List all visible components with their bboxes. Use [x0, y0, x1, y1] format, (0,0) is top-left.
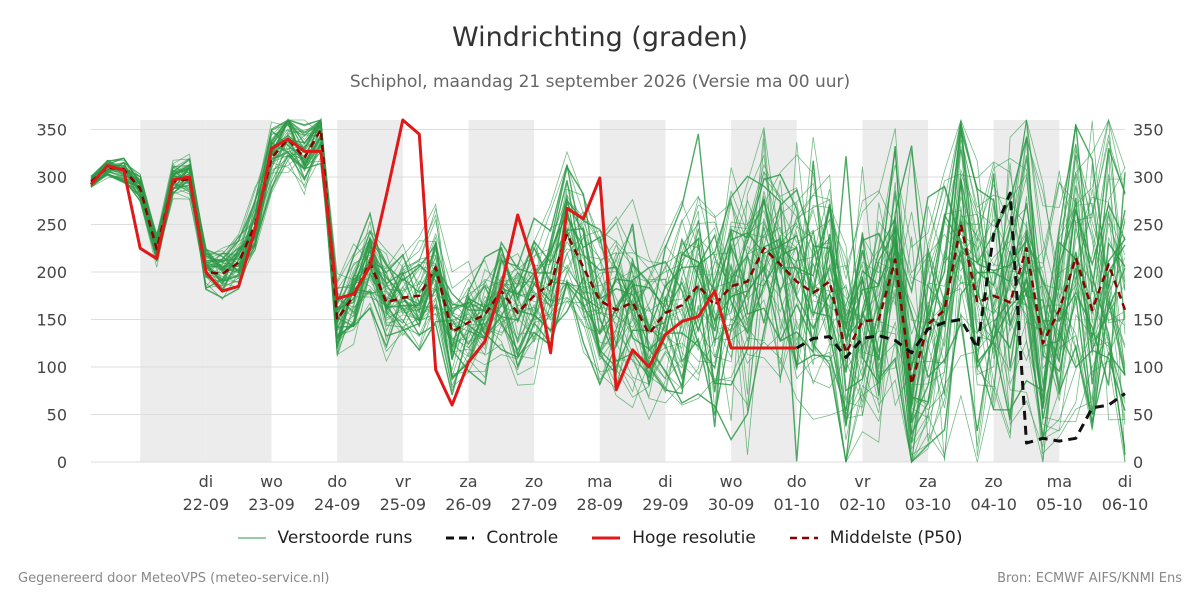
y-tick-label-left: 50: [47, 406, 67, 425]
series-line-median: [90, 128, 1127, 386]
footer-generator: Gegenereerd door MeteoVPS (meteo-service…: [18, 571, 330, 586]
legend: Verstoorde runs Controle Hoge resolutie …: [0, 528, 1200, 548]
ensemble-member-line: [90, 119, 1126, 464]
y-tick-label-left: 250: [36, 216, 67, 235]
legend-label-median: Middelste (P50): [829, 528, 963, 548]
y-tick-label-right: 150: [1133, 311, 1164, 330]
legend-item-ensemble[interactable]: Verstoorde runs: [237, 528, 413, 548]
x-tick-date: 22-09: [183, 495, 230, 514]
x-axis: di 22-09 wo 23-09 do 24-09 vr 25-09 za 26-09 zo 27-…: [183, 472, 1149, 514]
x-tick-date: 29-09: [642, 495, 689, 514]
y-tick-label-left: 150: [36, 311, 67, 330]
y-tick-label-right: 50: [1133, 406, 1153, 425]
y-tick-label-right: 100: [1133, 358, 1164, 377]
x-tick-day: ma: [1047, 472, 1072, 491]
x-tick-day: vr: [395, 472, 411, 491]
legend-swatch-control: [446, 536, 475, 540]
x-tick-day: di: [1118, 472, 1133, 491]
x-tick-date: 26-09: [445, 495, 492, 514]
x-tick-day: wo: [720, 472, 743, 491]
y-tick-label-left: 200: [36, 263, 67, 282]
footer-source: Bron: ECMWF AIFS/KNMI Ens: [997, 571, 1182, 586]
y-axis-right: 0 50 100 150 200 250 300 350: [1133, 121, 1164, 473]
x-tick-day: do: [787, 472, 807, 491]
x-tick-date: 01-10: [773, 495, 820, 514]
x-tick-day: do: [327, 472, 347, 491]
y-tick-label-right: 0: [1133, 453, 1143, 472]
legend-label-control: Controle: [486, 528, 559, 548]
series-line-hires: [89, 118, 797, 407]
y-tick-label-left: 0: [57, 453, 67, 472]
y-tick-label-right: 350: [1133, 121, 1164, 140]
x-tick-day: vr: [854, 472, 870, 491]
x-tick-date: 03-10: [905, 495, 952, 514]
y-tick-label-right: 200: [1133, 263, 1164, 282]
x-tick-date: 05-10: [1036, 495, 1083, 514]
x-tick-date: 24-09: [314, 495, 361, 514]
ensemble-member-line: [90, 124, 1126, 464]
wind-direction-chart: 0 50 100 150 200 250 300 350 0 50 100 150 200 250 300…: [36, 117, 1164, 514]
night-shading: [140, 120, 1060, 462]
x-tick-day: zo: [525, 472, 543, 491]
x-tick-date: 28-09: [577, 495, 624, 514]
legend-item-hires[interactable]: Hoge resolutie: [592, 528, 756, 548]
ensemble-member-line: [90, 125, 1126, 461]
x-tick-day: zo: [985, 472, 1003, 491]
ensemble-member-line: [90, 119, 1126, 463]
legend-swatch-ensemble: [237, 537, 266, 539]
x-tick-date: 02-10: [839, 495, 886, 514]
series-line-control: [795, 191, 1126, 445]
x-tick-day: di: [658, 472, 673, 491]
y-tick-label-left: 300: [36, 168, 67, 187]
x-tick-date: 04-10: [970, 495, 1017, 514]
x-tick-date: 23-09: [248, 495, 295, 514]
y-tick-label-left: 100: [36, 358, 67, 377]
x-tick-date: 06-10: [1102, 495, 1149, 514]
x-tick-day: za: [919, 472, 937, 491]
series-lines: [89, 118, 1127, 445]
y-tick-label-right: 250: [1133, 216, 1164, 235]
legend-swatch-median: [789, 536, 818, 540]
legend-item-control[interactable]: Controle: [446, 528, 558, 548]
legend-label-hires: Hoge resolutie: [632, 528, 756, 548]
y-tick-label-left: 350: [36, 121, 67, 140]
x-tick-day: ma: [587, 472, 612, 491]
legend-item-median[interactable]: Middelste (P50): [789, 528, 963, 548]
x-tick-date: 30-09: [708, 495, 755, 514]
legend-swatch-hires: [592, 536, 621, 540]
x-tick-day: di: [199, 472, 214, 491]
y-axis-left: 0 50 100 150 200 250 300 350: [36, 121, 67, 473]
x-tick-day: wo: [260, 472, 283, 491]
legend-label-ensemble: Verstoorde runs: [277, 528, 413, 548]
x-tick-day: za: [459, 472, 477, 491]
chart-title: Windrichting (graden): [451, 22, 749, 53]
x-tick-date: 25-09: [380, 495, 427, 514]
chart-subtitle: Schiphol, maandag 21 september 2026 (Ver…: [349, 72, 851, 92]
y-tick-label-right: 300: [1133, 168, 1164, 187]
x-tick-date: 27-09: [511, 495, 558, 514]
